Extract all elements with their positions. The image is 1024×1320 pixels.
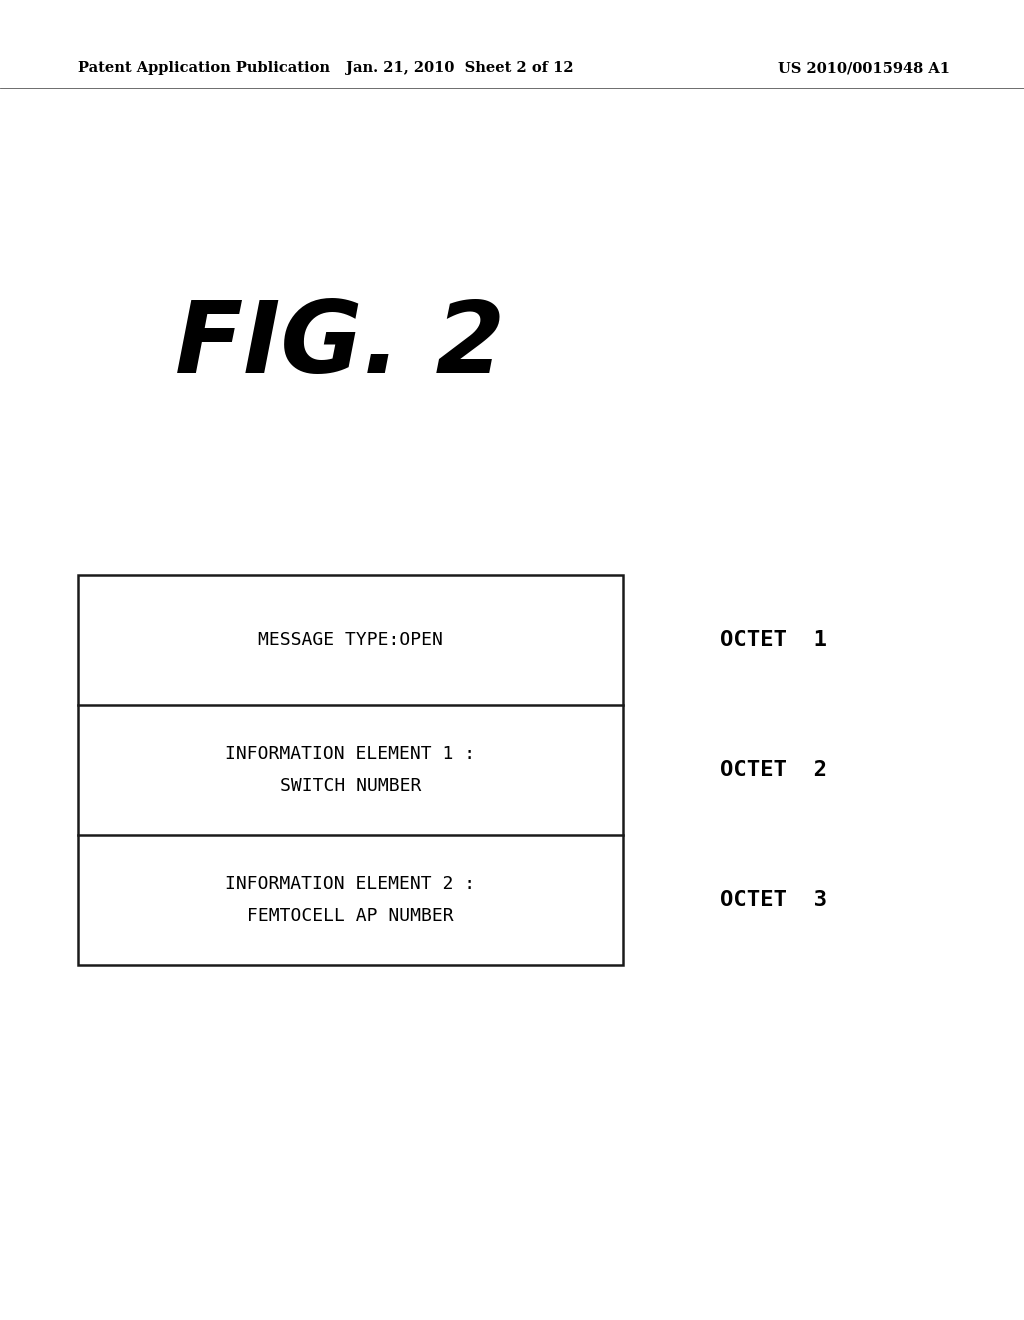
Text: Patent Application Publication: Patent Application Publication [78,61,330,75]
Text: US 2010/0015948 A1: US 2010/0015948 A1 [778,61,950,75]
Text: FEMTOCELL AP NUMBER: FEMTOCELL AP NUMBER [247,907,454,925]
Text: OCTET  2: OCTET 2 [720,760,827,780]
Text: FIG. 2: FIG. 2 [175,297,505,393]
Text: Jan. 21, 2010  Sheet 2 of 12: Jan. 21, 2010 Sheet 2 of 12 [346,61,573,75]
Text: OCTET  1: OCTET 1 [720,630,827,649]
Bar [78,576,623,965]
Text: INFORMATION ELEMENT 1 :: INFORMATION ELEMENT 1 : [225,744,475,763]
Text: SWITCH NUMBER: SWITCH NUMBER [280,777,421,795]
Text: OCTET  3: OCTET 3 [720,890,827,909]
Text: INFORMATION ELEMENT 2 :: INFORMATION ELEMENT 2 : [225,875,475,894]
Text: MESSAGE TYPE:OPEN: MESSAGE TYPE:OPEN [258,631,443,649]
